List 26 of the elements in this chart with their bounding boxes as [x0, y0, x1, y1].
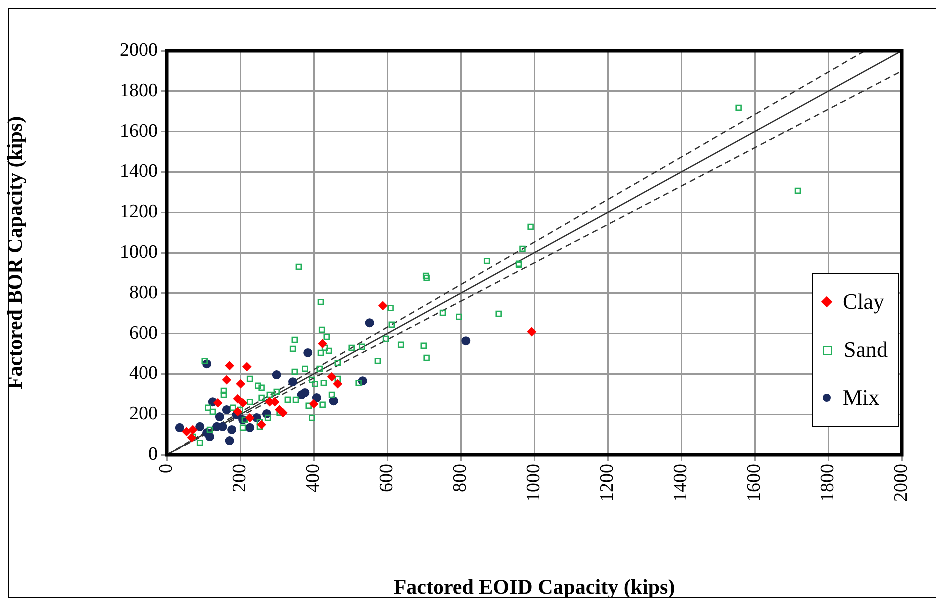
x-tick-label: 600	[376, 464, 398, 492]
y-tick-label: 2000	[120, 40, 158, 61]
x-axis-title: Factored EOID Capacity (kips)	[394, 574, 676, 599]
y-tick-label: 200	[130, 404, 158, 425]
x-tick-label: 1400	[670, 464, 692, 502]
y-tick-label: 1600	[120, 120, 158, 142]
y-tick-label: 600	[130, 322, 158, 344]
legend-label: Mix	[843, 385, 880, 411]
x-tick-label: 1200	[596, 464, 618, 502]
y-tick-label: 1800	[120, 80, 158, 102]
x-tick-label: 200	[229, 464, 250, 492]
y-tick-label: 0	[148, 444, 158, 465]
x-tick-label: 2000	[890, 464, 912, 502]
legend-label: Clay	[843, 289, 885, 315]
x-tick-label: 1600	[744, 464, 765, 502]
y-tick-label: 1400	[120, 161, 158, 182]
x-tick-label: 1000	[523, 464, 544, 502]
y-tick-label: 1000	[120, 242, 158, 263]
x-tick-label: 1800	[817, 464, 838, 502]
x-tick-label: 400	[302, 464, 324, 492]
y-tick-label: 800	[130, 282, 158, 304]
y-tick-label: 1200	[120, 202, 158, 223]
y-tick-label: 400	[130, 363, 158, 384]
legend-label: Sand	[844, 337, 888, 363]
x-tick-label: 800	[450, 464, 471, 492]
x-tick-label: 0	[156, 464, 177, 474]
